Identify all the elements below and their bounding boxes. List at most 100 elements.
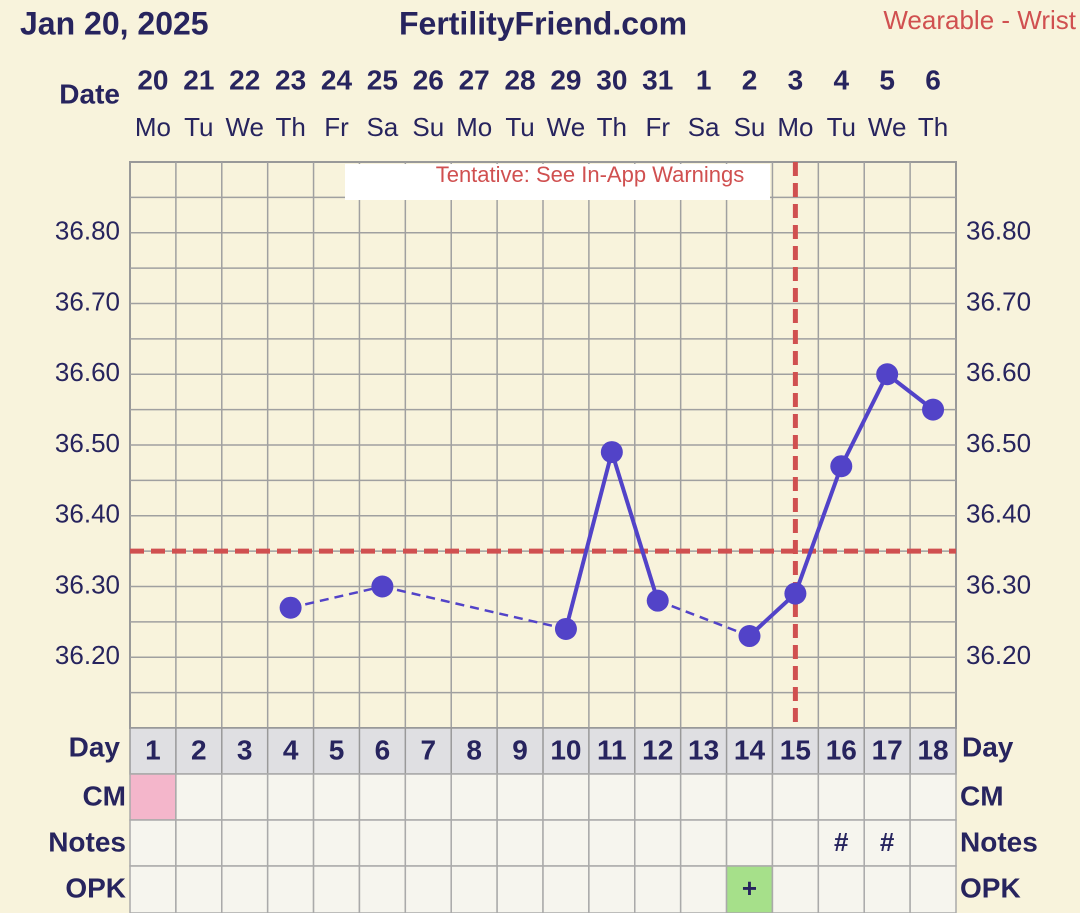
date-label: 23: [275, 64, 306, 95]
row-cell: [175, 773, 223, 821]
y-tick-label: 36.70: [55, 286, 120, 316]
row-mark: #: [880, 827, 895, 857]
day-label: 1: [145, 734, 161, 765]
day-label: 16: [826, 734, 857, 765]
row-cell: [771, 865, 820, 913]
row-cell: [725, 865, 774, 913]
y-tick-label: 36.80: [55, 216, 120, 246]
row-cell: [496, 865, 544, 913]
day-row-label: Day: [69, 731, 121, 762]
temp-point: [738, 625, 761, 648]
date-label: 1: [696, 64, 712, 95]
row-cell: [634, 819, 682, 867]
weekday-label: Su: [412, 112, 444, 142]
weekday-label: Th: [918, 112, 948, 142]
weekday-label: Mo: [135, 112, 171, 142]
y2-tick-label: 36.60: [966, 357, 1031, 387]
row-cell: [266, 773, 315, 821]
temp-segment: [839, 373, 889, 468]
temp-gap-segment: [657, 599, 750, 638]
annotation-box: [345, 164, 770, 200]
temp-segment: [609, 451, 660, 602]
date-label: 27: [459, 64, 490, 95]
day-row-label-right: Day: [962, 731, 1014, 762]
temp-segment: [793, 465, 844, 595]
day-label: 2: [191, 734, 207, 765]
row-cell: [404, 773, 452, 821]
row-cell: [588, 773, 636, 821]
day-label: 4: [283, 734, 299, 765]
row-cell: [496, 819, 544, 867]
row-label: Notes: [48, 826, 126, 857]
temp-point: [784, 582, 807, 605]
y2-tick-label: 36.20: [966, 640, 1031, 670]
row-cell: [312, 865, 361, 913]
row-cell: [358, 819, 407, 867]
day-label: 18: [917, 734, 948, 765]
row-cell: [542, 865, 590, 913]
row-cell: [542, 773, 590, 821]
row-cell: [909, 865, 957, 913]
weekday-label: We: [547, 112, 586, 142]
date-label: 4: [833, 64, 849, 95]
weekday-label: Mo: [456, 112, 492, 142]
row-mark: +: [742, 873, 757, 903]
day-label: 5: [329, 734, 345, 765]
temp-point: [371, 575, 394, 598]
row-cell: [863, 773, 911, 821]
row-label-right: Notes: [960, 826, 1038, 857]
row-label: CM: [82, 780, 126, 811]
y2-tick-label: 36.80: [966, 216, 1031, 246]
temp-point: [922, 398, 945, 421]
row-cell: [404, 819, 452, 867]
date-label: 28: [504, 64, 535, 95]
y2-tick-label: 36.40: [966, 499, 1031, 529]
row-cell: [221, 819, 269, 867]
row-cell: [129, 773, 177, 821]
day-label: 14: [734, 734, 766, 765]
row-cell: [221, 865, 269, 913]
chart-title: FertilityFriend.com: [399, 5, 687, 41]
weekday-label: Th: [275, 112, 305, 142]
row-cell: [175, 819, 223, 867]
row-cell: [404, 865, 452, 913]
y2-tick-label: 36.70: [966, 286, 1031, 316]
date-label: 24: [321, 64, 353, 95]
date-label: 20: [137, 64, 168, 95]
row-cell: [679, 819, 728, 867]
row-mark: #: [834, 827, 849, 857]
row-cell: [725, 819, 774, 867]
weekday-label: Mo: [777, 112, 813, 142]
row-cell: [542, 819, 590, 867]
weekday-label: Th: [597, 112, 627, 142]
date-label: 29: [550, 64, 581, 95]
y2-tick-label: 36.50: [966, 428, 1031, 458]
weekday-label: We: [225, 112, 264, 142]
row-cell: [496, 773, 544, 821]
weekday-label: Tu: [184, 112, 213, 142]
weekday-label: Fr: [645, 112, 670, 142]
date-label: 2: [742, 64, 758, 95]
y-tick-label: 36.30: [55, 569, 120, 599]
date-label: 3: [788, 64, 804, 95]
day-label: 13: [688, 734, 719, 765]
day-label: 10: [550, 734, 581, 765]
chart-date: Jan 20, 2025: [20, 5, 209, 41]
weekday-label: Sa: [366, 112, 398, 142]
row-cell: [266, 819, 315, 867]
weekday-label: Sa: [688, 112, 720, 142]
weekday-label: Su: [734, 112, 766, 142]
day-label: 3: [237, 734, 253, 765]
date-label: 21: [183, 64, 214, 95]
temp-point: [876, 363, 899, 386]
date-label: 6: [925, 64, 941, 95]
day-label: 15: [780, 734, 811, 765]
row-cell: [634, 865, 682, 913]
row-cell: [266, 865, 315, 913]
day-label: 9: [512, 734, 528, 765]
row-cell: [358, 773, 407, 821]
row-label-right: CM: [960, 780, 1004, 811]
weekday-label: Tu: [505, 112, 534, 142]
date-label: 26: [413, 64, 444, 95]
